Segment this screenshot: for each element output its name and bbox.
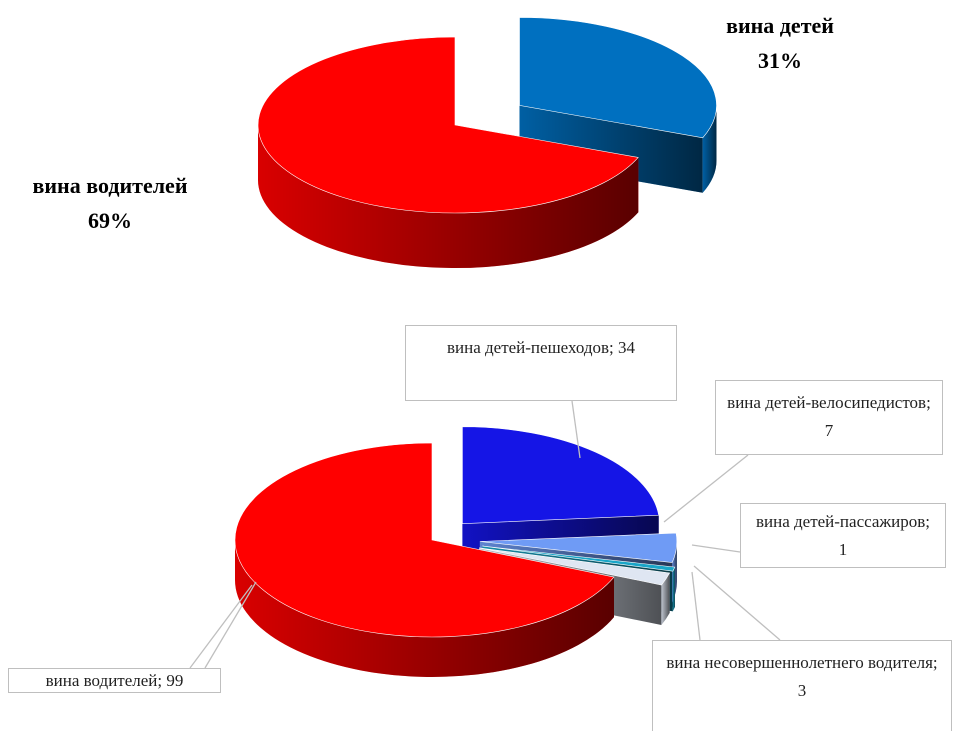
- slice: [234, 442, 615, 638]
- label-text: вина детей-велосипедистов; 7: [727, 393, 931, 440]
- label-text: вина несовершеннолетнего водителя; 3: [666, 653, 938, 700]
- data-label: вина детей 31%: [690, 8, 870, 78]
- label-text: 31%: [758, 48, 802, 73]
- slice-side-shade: [702, 105, 717, 193]
- slice: [462, 426, 660, 525]
- leader: [663, 454, 749, 523]
- leader: [204, 581, 257, 669]
- slice-side-shade: [661, 573, 670, 625]
- label-text: вина детей: [726, 13, 834, 38]
- label-text: 69%: [88, 208, 132, 233]
- slice-wall-shade: [519, 105, 703, 193]
- leader: [571, 400, 581, 459]
- leader: [189, 584, 253, 669]
- slice: [479, 532, 678, 563]
- slice-side-shade: [235, 540, 614, 677]
- slice: [482, 545, 676, 572]
- data-label: вина детей-велосипедистов; 7: [715, 380, 943, 455]
- slice-side-shade: [257, 125, 639, 269]
- label-text: вина водителей: [32, 173, 188, 198]
- slice-side-shade: [672, 567, 675, 612]
- leader-lines: [189, 400, 781, 669]
- slice: [257, 36, 639, 214]
- leader: [693, 565, 781, 641]
- data-label: вина несовершеннолетнего водителя; 3: [652, 640, 952, 731]
- data-label: вина водителей; 99: [8, 668, 221, 693]
- slice: [519, 17, 717, 139]
- slice: [479, 547, 671, 586]
- label-text: вина водителей; 99: [45, 671, 184, 690]
- label-text: вина детей-пешеходов; 34: [446, 338, 635, 357]
- leader: [691, 571, 701, 641]
- label-text: вина детей-пассажиров; 1: [755, 512, 931, 559]
- data-label: вина детей-пассажиров; 1: [740, 503, 946, 568]
- data-label: вина детей-пешеходов; 34: [405, 325, 677, 401]
- leader: [691, 544, 741, 553]
- data-label: вина водителей 69%: [20, 168, 200, 238]
